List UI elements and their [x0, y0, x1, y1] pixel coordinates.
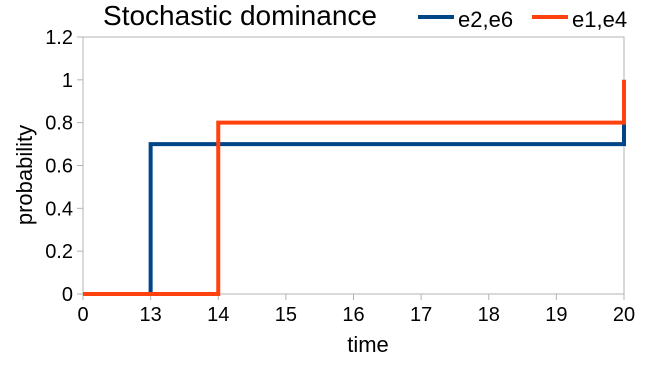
series-line-e1-e4	[83, 79, 626, 296]
series-line-e2-e6	[83, 79, 626, 296]
chart-title: Stochastic dominance	[103, 0, 377, 31]
x-tick-label: 19	[545, 304, 567, 326]
plot-area	[82, 36, 625, 295]
x-tick-label: 15	[275, 304, 297, 326]
legend-label-e2-e6: e2,e6	[458, 7, 513, 32]
y-axis-ticks: 0 0.2 0.4 0.6 0.8 1 1.2	[45, 27, 83, 306]
x-tick-label: 18	[478, 304, 500, 326]
x-tick-label: 17	[410, 304, 432, 326]
y-tick-label: 1.2	[45, 27, 73, 49]
legend-label-e1-e4: e1,e4	[572, 7, 627, 32]
y-tick-label: 1	[62, 70, 73, 92]
x-tick-label: 16	[342, 304, 364, 326]
x-tick-label: 0	[77, 304, 88, 326]
x-axis-ticks: 0 13 14 15 16 17 18 19 20	[77, 294, 635, 326]
y-tick-label: 0.8	[45, 113, 73, 135]
series-layer	[83, 79, 626, 296]
x-tick-label: 20	[613, 304, 635, 326]
y-tick-label: 0.6	[45, 156, 73, 178]
x-tick-label: 13	[140, 304, 162, 326]
y-tick-label: 0.4	[45, 198, 73, 220]
y-axis-label: probability	[12, 125, 37, 225]
plot-border	[82, 36, 625, 295]
y-tick-label: 0	[62, 284, 73, 306]
x-axis-label: time	[347, 332, 389, 357]
y-tick-label: 0.2	[45, 241, 73, 263]
legend: e2,e6 e1,e4	[418, 7, 627, 32]
x-tick-label: 14	[207, 304, 229, 326]
